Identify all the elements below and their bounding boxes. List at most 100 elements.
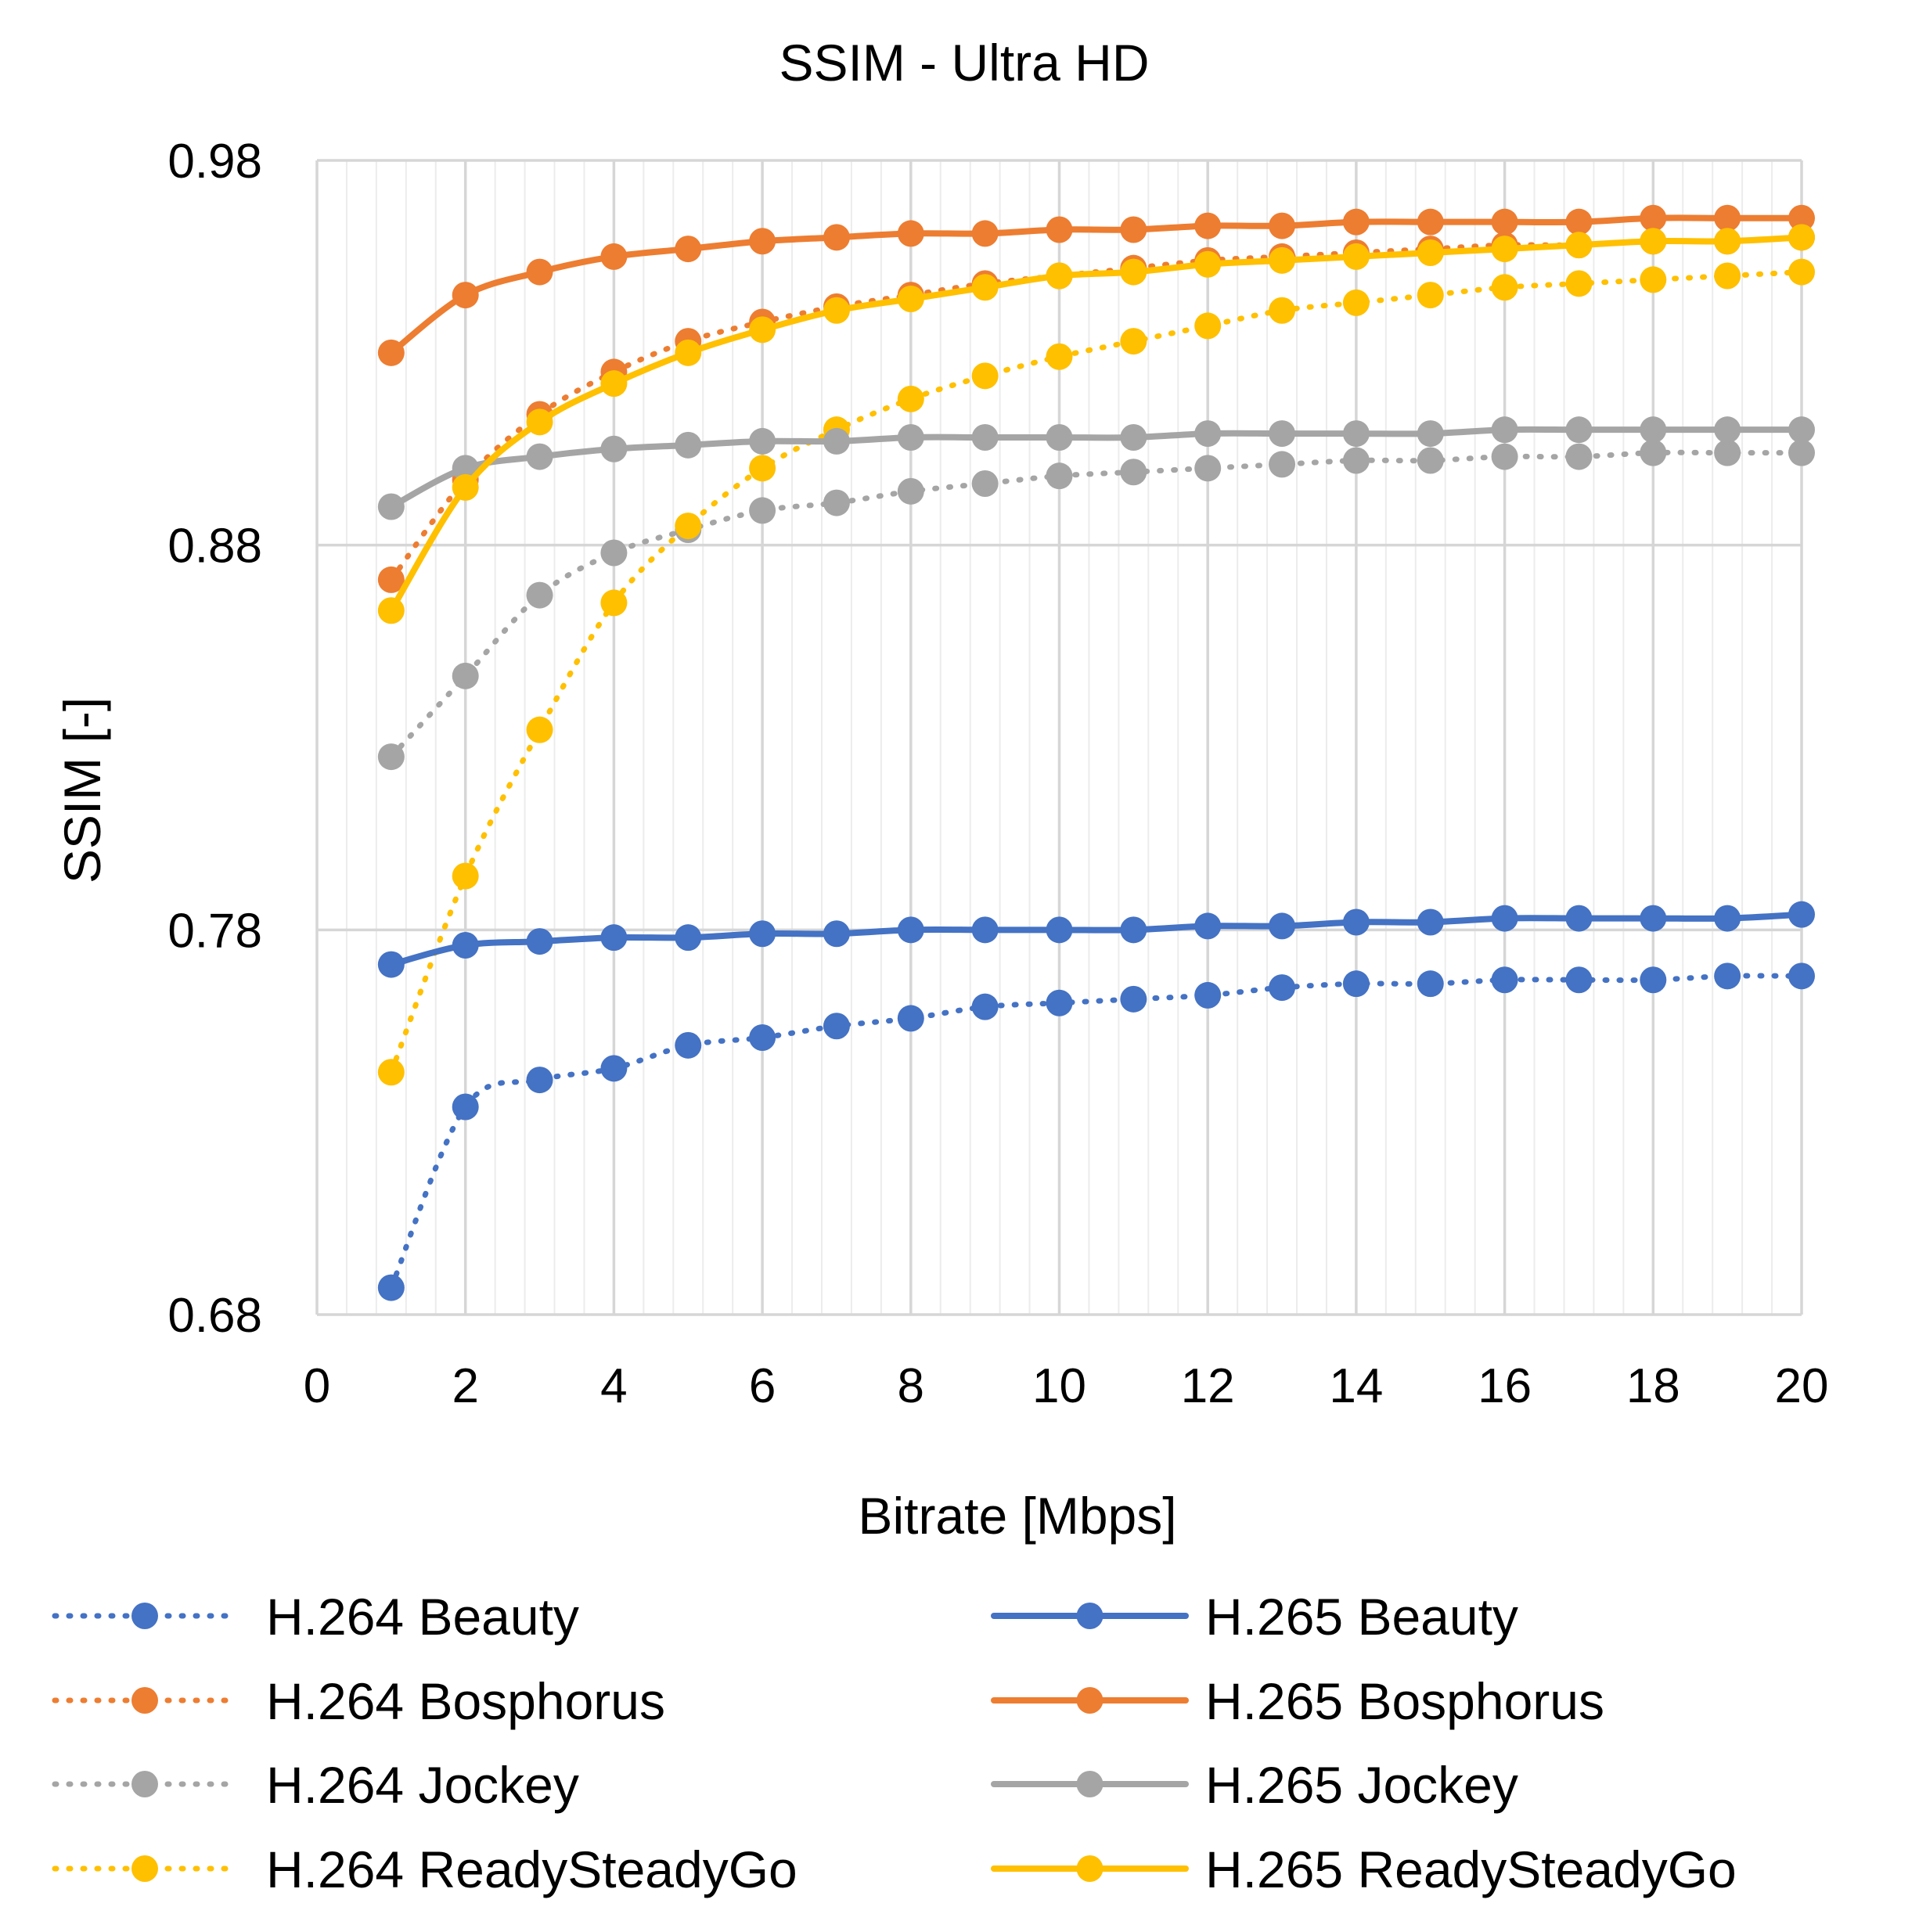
series-h-264-readysteadygo xyxy=(377,258,1815,1086)
data-point xyxy=(1788,204,1815,232)
data-point xyxy=(600,243,628,270)
data-point xyxy=(526,258,553,286)
data-point xyxy=(1565,905,1593,932)
data-point xyxy=(452,282,479,309)
data-point xyxy=(600,370,628,398)
data-point xyxy=(897,385,924,412)
data-point xyxy=(1714,228,1741,255)
series-line-h-264-readysteadygo xyxy=(388,269,1805,1075)
data-point xyxy=(1046,262,1073,290)
data-point xyxy=(675,1031,702,1059)
y-tick-label: 0.68 xyxy=(167,1289,262,1343)
data-point xyxy=(971,470,999,497)
series-h-265-beauty xyxy=(377,901,1815,978)
data-point xyxy=(971,274,999,301)
data-point xyxy=(675,431,702,459)
data-point xyxy=(1269,451,1296,478)
data-point xyxy=(526,581,553,609)
data-point xyxy=(1565,966,1593,994)
data-point xyxy=(1120,216,1147,243)
series-h-264-bosphorus xyxy=(377,224,1815,593)
legend-item-h-265-bosphorus: H.265 Bosphorus xyxy=(991,1672,1604,1730)
series-line-h-264-beauty xyxy=(388,973,1805,1291)
data-point xyxy=(377,597,405,624)
data-point xyxy=(823,297,850,324)
legend-item-h-265-readysteadygo: H.265 ReadySteadyGo xyxy=(991,1840,1737,1898)
x-tick-label: 10 xyxy=(1032,1359,1086,1413)
data-point xyxy=(1342,243,1370,270)
legend-marker xyxy=(131,1771,158,1797)
data-point xyxy=(749,228,776,255)
data-point xyxy=(749,455,776,482)
legend-item-h-264-jockey: H.264 Jockey xyxy=(52,1756,579,1814)
data-point xyxy=(1194,312,1222,340)
legend-label: H.265 Jockey xyxy=(1205,1756,1518,1814)
series-h-265-bosphorus xyxy=(377,204,1815,366)
data-point xyxy=(1640,416,1667,444)
data-point xyxy=(749,316,776,344)
x-tick-label: 20 xyxy=(1775,1359,1829,1413)
data-point xyxy=(897,424,924,451)
data-point xyxy=(675,924,702,952)
data-point xyxy=(1640,439,1667,466)
data-point xyxy=(377,566,405,593)
data-point xyxy=(1120,424,1147,451)
series-h-265-readysteadygo xyxy=(377,224,1815,624)
data-point xyxy=(1491,443,1518,470)
data-point xyxy=(1120,258,1147,286)
legend-marker xyxy=(1076,1855,1104,1882)
legend-label: H.265 ReadySteadyGo xyxy=(1205,1840,1737,1898)
data-point xyxy=(1120,985,1147,1013)
data-point xyxy=(749,497,776,524)
x-axis-label: Bitrate [Mbps] xyxy=(858,1487,1176,1545)
legend-label: H.264 Beauty xyxy=(266,1588,579,1646)
data-point xyxy=(823,427,850,455)
data-point xyxy=(1046,916,1073,944)
data-point xyxy=(377,743,405,771)
data-point xyxy=(1640,204,1667,232)
data-point xyxy=(1565,443,1593,470)
legend-marker xyxy=(131,1855,158,1882)
data-point xyxy=(1714,204,1741,232)
data-point xyxy=(1269,420,1296,448)
data-point xyxy=(1269,297,1296,324)
y-axis-label: SSIM [-] xyxy=(53,697,111,883)
data-point xyxy=(1194,912,1222,940)
data-point xyxy=(1417,208,1444,236)
data-point xyxy=(377,339,405,366)
data-point xyxy=(526,716,553,743)
data-point xyxy=(1417,239,1444,266)
data-point xyxy=(1565,232,1593,259)
legend-label: H.265 Beauty xyxy=(1205,1588,1518,1646)
data-point xyxy=(1194,250,1222,278)
y-tick-label: 0.78 xyxy=(167,904,262,958)
data-point xyxy=(1342,908,1370,936)
legend-item-h-264-bosphorus: H.264 Bosphorus xyxy=(52,1672,665,1730)
data-point xyxy=(971,424,999,451)
data-point xyxy=(1788,224,1815,251)
data-point xyxy=(452,473,479,501)
data-point xyxy=(377,1059,405,1086)
series-h-265-jockey xyxy=(377,416,1815,520)
data-point xyxy=(1788,258,1815,286)
data-point xyxy=(1046,462,1073,490)
data-point xyxy=(452,662,479,689)
legend-marker xyxy=(1076,1687,1104,1714)
data-point xyxy=(1342,208,1370,236)
data-point xyxy=(1269,974,1296,1002)
data-point xyxy=(600,539,628,567)
data-point xyxy=(1194,212,1222,239)
data-point xyxy=(971,362,999,390)
data-point xyxy=(1491,905,1518,932)
data-point xyxy=(452,932,479,959)
data-point xyxy=(1417,447,1444,474)
data-point xyxy=(526,1067,553,1094)
legend-label: H.264 Bosphorus xyxy=(266,1672,665,1730)
data-point xyxy=(1417,908,1444,936)
data-point xyxy=(971,916,999,944)
data-point xyxy=(1046,424,1073,451)
data-point xyxy=(526,443,553,470)
data-point xyxy=(1417,970,1444,998)
legend-item-h-264-beauty: H.264 Beauty xyxy=(52,1588,579,1646)
